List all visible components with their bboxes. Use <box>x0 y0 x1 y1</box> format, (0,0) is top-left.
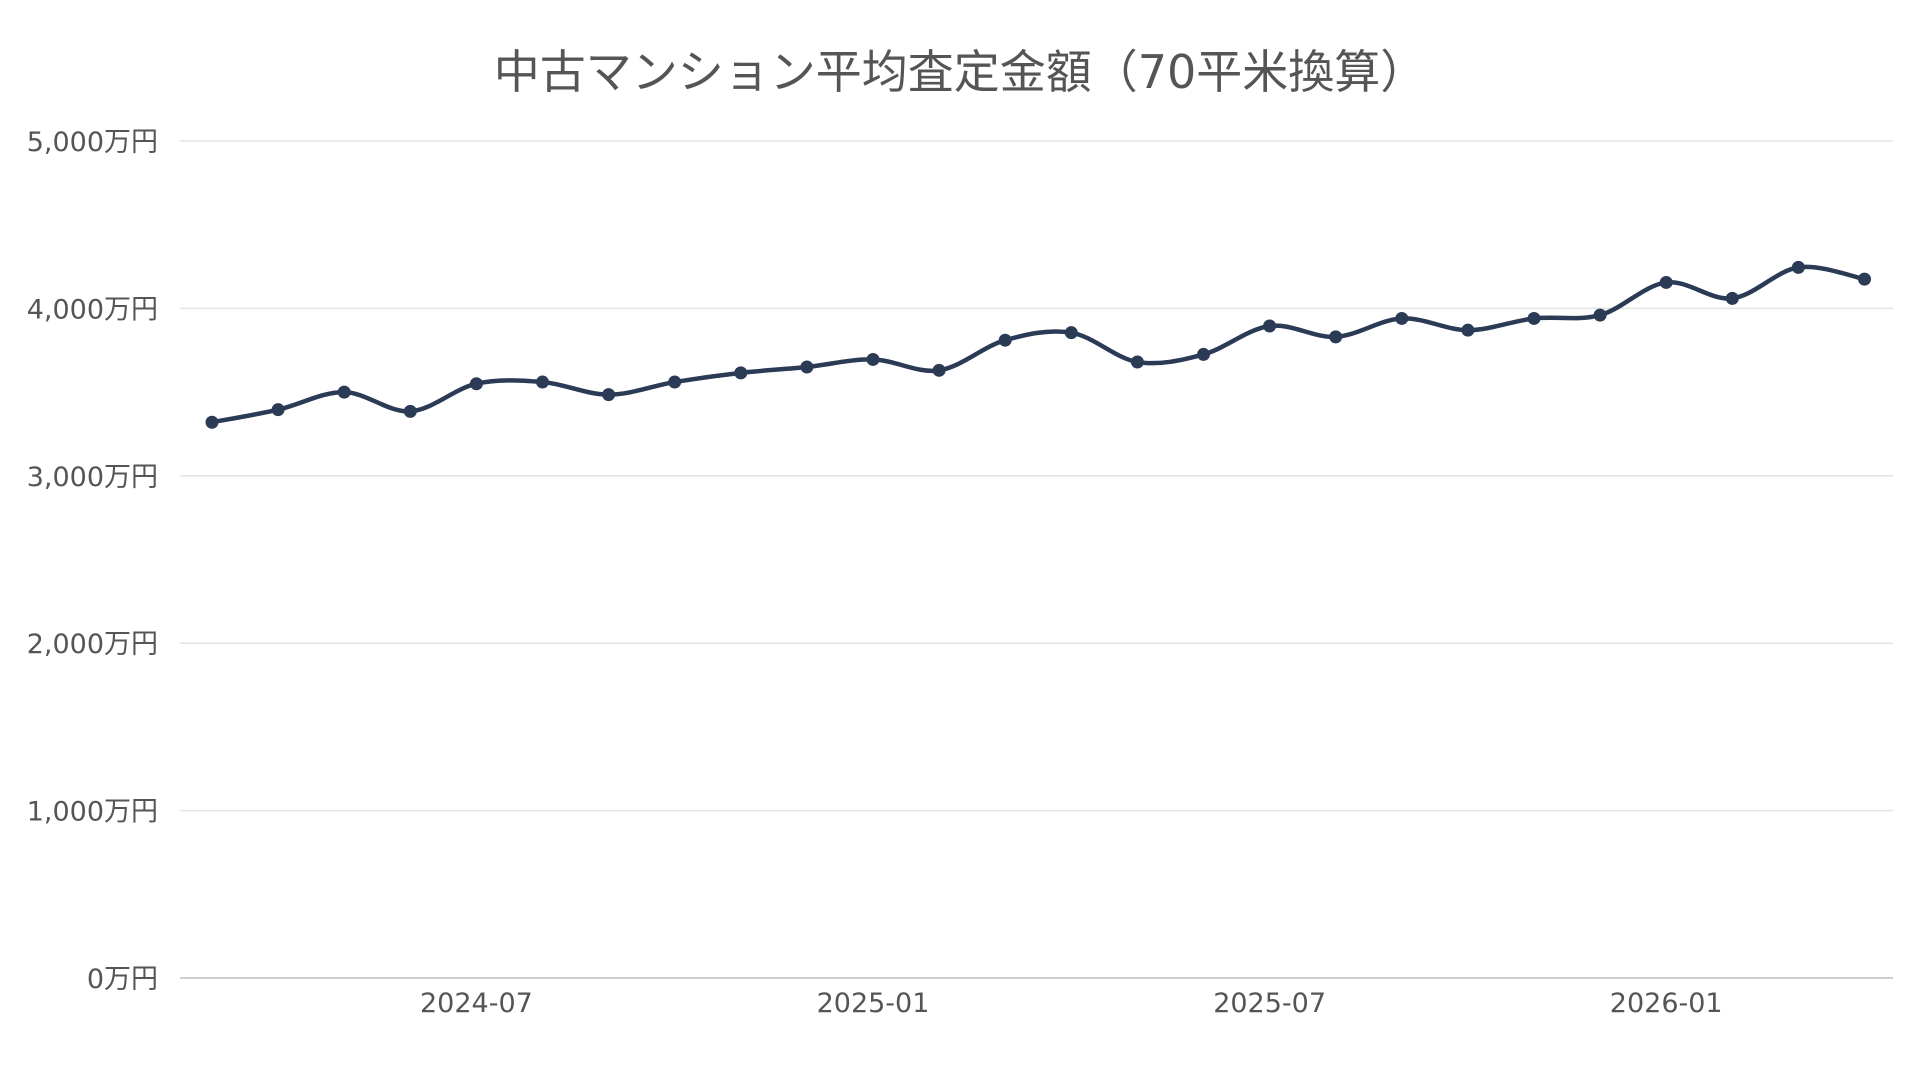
data-point <box>1725 291 1739 305</box>
data-point <box>536 375 549 389</box>
y-tick-label: 3,000万円 <box>27 462 158 493</box>
data-point <box>734 366 748 380</box>
data-point <box>1858 272 1871 286</box>
data-point <box>668 375 682 389</box>
data-point <box>469 377 483 391</box>
grid-lines <box>180 140 1893 979</box>
x-tick-label: 2025-07 <box>1213 988 1326 1019</box>
data-point <box>1791 260 1805 274</box>
y-tick-label: 2,000万円 <box>27 629 158 660</box>
data-point <box>1659 275 1673 289</box>
data-point <box>866 352 880 366</box>
data-point <box>1263 319 1277 333</box>
data-point <box>337 385 351 399</box>
data-point <box>1130 355 1144 369</box>
y-tick-label: 1,000万円 <box>27 797 158 828</box>
x-tick-label: 2026-01 <box>1610 988 1723 1019</box>
data-point <box>1329 330 1343 344</box>
data-point <box>602 388 616 402</box>
data-point <box>205 415 219 429</box>
y-tick-label: 0万円 <box>87 964 158 995</box>
data-point <box>1527 311 1541 325</box>
x-axis-ticks: 2024-07 2025-01 2025-07 2026-01 <box>420 988 1723 1019</box>
y-tick-label: 5,000万円 <box>27 127 158 158</box>
data-point <box>1064 326 1078 340</box>
data-point <box>1395 311 1409 325</box>
y-axis-ticks: 0万円 1,000万円 2,000万円 3,000万円 4,000万円 5,000万円 <box>27 127 158 995</box>
y-tick-label: 4,000万円 <box>27 294 158 325</box>
data-point <box>1197 347 1210 361</box>
data-point <box>1461 323 1475 337</box>
data-point <box>932 363 946 377</box>
data-point <box>403 404 417 418</box>
data-point <box>1593 308 1607 322</box>
chart-title: 中古マンション平均査定金額（70平米換算） <box>494 45 1427 99</box>
data-points <box>205 260 1871 429</box>
data-point <box>800 360 814 374</box>
data-point <box>998 333 1012 347</box>
x-tick-label: 2025-01 <box>817 988 930 1019</box>
series-line <box>209 264 1867 425</box>
data-point <box>271 403 285 417</box>
x-tick-label: 2024-07 <box>420 988 533 1019</box>
series-line-layer <box>209 264 1867 425</box>
